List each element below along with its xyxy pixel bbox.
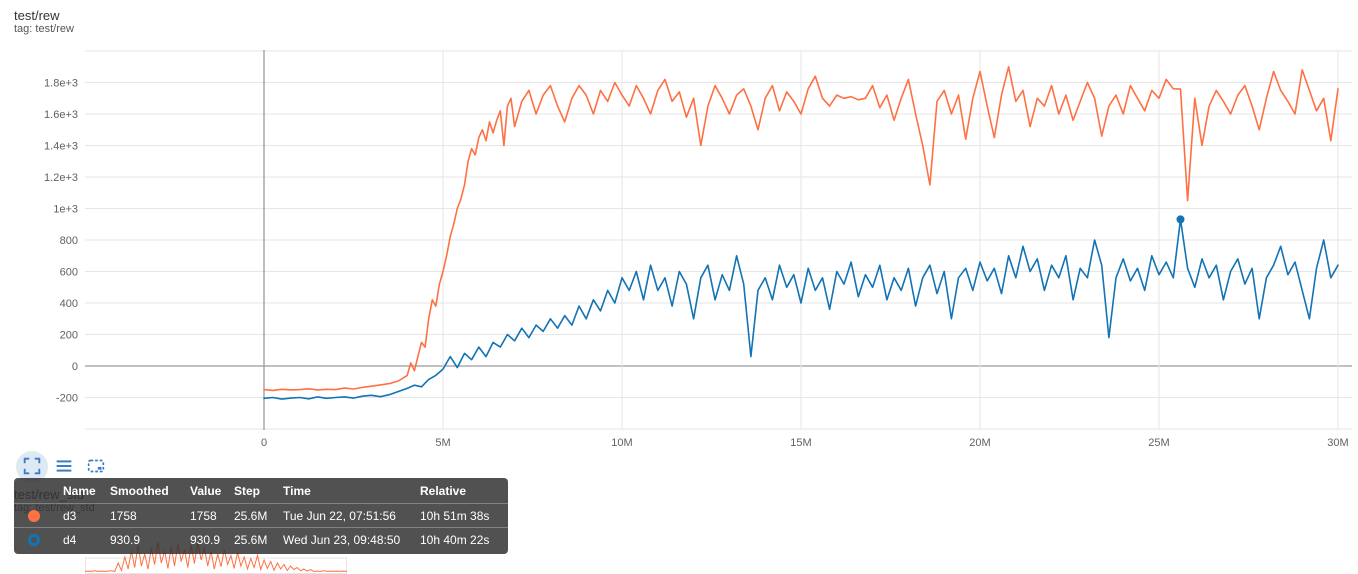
svg-text:600: 600 [60, 267, 78, 279]
svg-text:200: 200 [60, 330, 78, 342]
chart-header: test/rew tag: test/rew [14, 8, 74, 36]
run-name: d3 [63, 508, 77, 523]
run-smoothed: 1758 [110, 508, 137, 523]
scalar-line-chart[interactable]: 0 5M 10M 15M 20M 25M 30M -200 0 200 400 600 800 1e+3 1… [0, 44, 1358, 456]
tooltip-row: d4 930.9 930.9 25.6M Wed Jun 23, 09:48:5… [14, 527, 508, 551]
svg-text:0: 0 [72, 361, 78, 373]
tooltip-col-time: Time [283, 484, 311, 498]
svg-text:1e+3: 1e+3 [53, 204, 78, 216]
svg-text:800: 800 [60, 235, 78, 247]
run-step: 25.6M [234, 532, 268, 547]
run-name: d4 [63, 532, 77, 547]
tooltip-col-smoothed: Smoothed [110, 484, 169, 498]
run-color-swatch [28, 509, 40, 522]
expand-icon [21, 455, 43, 480]
run-relative: 10h 40m 22s [420, 532, 490, 547]
run-time: Wed Jun 23, 09:48:50 [283, 532, 401, 547]
menu-icon [53, 455, 75, 480]
run-value: 1758 [190, 508, 217, 523]
svg-text:-200: -200 [56, 393, 78, 405]
svg-text:30M: 30M [1327, 437, 1348, 449]
svg-text:1.2e+3: 1.2e+3 [44, 172, 78, 184]
svg-text:10M: 10M [611, 437, 632, 449]
tooltip-col-step: Step [234, 484, 261, 498]
svg-text:1.8e+3: 1.8e+3 [44, 78, 78, 90]
run-smoothed: 930.9 [110, 532, 141, 547]
svg-text:15M: 15M [790, 437, 811, 449]
tooltip-row: d3 1758 1758 25.6M Tue Jun 22, 07:51:56 … [14, 503, 508, 527]
run-value: 930.9 [190, 532, 221, 547]
tooltip-col-name: Name [63, 484, 96, 498]
run-relative: 10h 51m 38s [420, 508, 490, 523]
run-time: Tue Jun 22, 07:51:56 [283, 508, 396, 523]
svg-text:400: 400 [60, 298, 78, 310]
chart-toolbar [16, 451, 112, 483]
hover-tooltip: Name Smoothed Value Step Time Relative d… [14, 478, 508, 554]
run-color-swatch [28, 533, 40, 546]
svg-text:0: 0 [261, 437, 267, 449]
svg-text:5M: 5M [435, 437, 450, 449]
svg-text:20M: 20M [969, 437, 990, 449]
svg-text:1.4e+3: 1.4e+3 [44, 141, 78, 153]
tooltip-header-row: Name Smoothed Value Step Time Relative [14, 479, 508, 503]
chart-tag: tag: test/rew [14, 23, 74, 35]
fit-domain-button[interactable] [80, 451, 112, 483]
svg-text:1.6e+3: 1.6e+3 [44, 109, 78, 121]
toggle-runs-button[interactable] [48, 451, 80, 483]
run-step: 25.6M [234, 508, 268, 523]
selection-box-icon [85, 455, 107, 480]
chart-title: test/rew [14, 8, 60, 23]
svg-text:25M: 25M [1148, 437, 1169, 449]
tooltip-col-value: Value [190, 484, 222, 498]
expand-chart-button[interactable] [16, 451, 48, 483]
tooltip-col-relative: Relative [420, 484, 467, 498]
